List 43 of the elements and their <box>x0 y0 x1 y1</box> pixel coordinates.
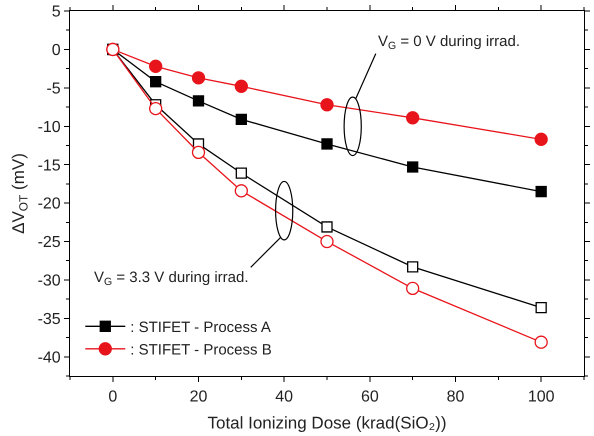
point <box>192 95 204 107</box>
point <box>149 60 162 73</box>
y-tick-label: -30 <box>38 272 61 290</box>
y-tick-label: -40 <box>38 349 61 366</box>
y-tick-label: -35 <box>38 310 61 328</box>
y-tick-label: -10 <box>38 118 61 136</box>
point <box>534 132 548 146</box>
point <box>234 80 248 93</box>
x-tick-label: 100 <box>528 388 555 406</box>
point <box>321 138 333 150</box>
point <box>320 98 334 112</box>
point <box>321 221 333 233</box>
annotation: V$_{G}$ = 0 V during irrad. <box>378 33 520 52</box>
x-tick-label: 0 <box>108 388 118 406</box>
legend-label: : STIFET - Process B <box>130 342 272 359</box>
y-tick-label: 0 <box>52 42 61 60</box>
y-tick-label: -25 <box>38 234 61 252</box>
y-tick-label: -15 <box>38 157 61 174</box>
y-tick-label: -5 <box>46 80 61 98</box>
point <box>407 261 418 273</box>
annotation: V$_{G}$ = 3.3 V during irrad. <box>94 269 249 288</box>
x-tick-label: 80 <box>446 388 464 406</box>
point <box>536 302 547 314</box>
x-tick-label: 60 <box>360 388 379 406</box>
point <box>406 282 420 296</box>
y-tick-label: 5 <box>52 4 61 21</box>
point <box>236 114 247 125</box>
point <box>150 76 162 88</box>
y-tick-label: -20 <box>38 196 61 213</box>
point <box>406 111 420 124</box>
point <box>149 102 162 116</box>
point <box>234 184 248 198</box>
point <box>192 146 206 160</box>
x-tick-label: 20 <box>190 388 208 406</box>
x-tick-label: 40 <box>275 388 294 406</box>
point <box>192 71 206 84</box>
x-axis-title: Total Ionizing Dose (krad(SiO₂)) <box>207 414 447 433</box>
point <box>536 186 547 198</box>
legend-label: : STIFET - Process A <box>130 319 271 336</box>
point <box>407 161 418 173</box>
point <box>320 234 334 248</box>
point <box>534 336 548 349</box>
point <box>236 167 247 179</box>
